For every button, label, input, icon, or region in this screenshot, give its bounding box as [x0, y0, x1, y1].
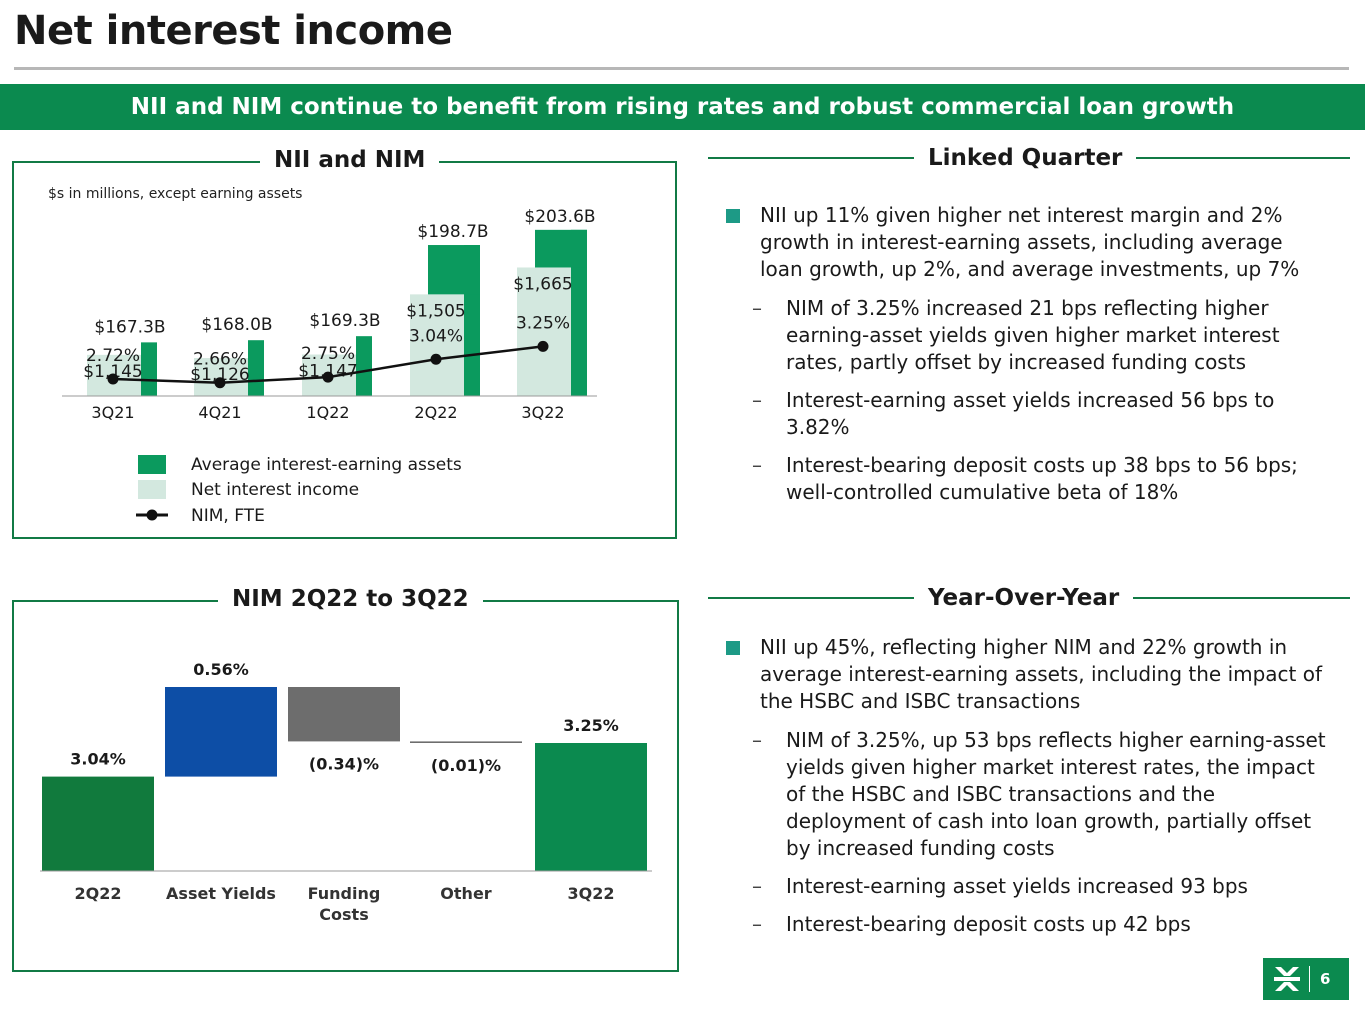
linked-sub-1: NIM of 3.25% increased 21 bps reflecting… — [786, 296, 1280, 374]
yoy-sub-3: Interest-bearing deposit costs up 42 bps — [786, 912, 1191, 936]
headline-banner: NII and NIM continue to benefit from ris… — [0, 84, 1365, 130]
dash-icon: – — [752, 874, 762, 898]
company-logo: 6 — [1263, 958, 1349, 1000]
yoy-header: Year-Over-Year — [708, 585, 1350, 611]
bullet-square-icon — [726, 641, 740, 655]
nim-waterfall-title: NIM 2Q22 to 3Q22 — [218, 586, 483, 612]
page-number: 6 — [1320, 970, 1331, 988]
yoy-main-text: NII up 45%, reflecting higher NIM and 22… — [760, 635, 1323, 713]
yoy-title: Year-Over-Year — [928, 585, 1120, 611]
dash-icon: – — [752, 296, 762, 320]
dash-icon: – — [752, 388, 762, 412]
linked-quarter-header: Linked Quarter — [708, 145, 1350, 171]
linked-quarter-title: Linked Quarter — [928, 145, 1123, 171]
nii-nim-chart-title: NII and NIM — [260, 147, 440, 173]
title-divider — [14, 67, 1349, 70]
nim-waterfall-box — [12, 600, 679, 972]
dash-icon: – — [752, 912, 762, 936]
linked-sub-2: Interest-earning asset yields increased … — [786, 388, 1275, 439]
linked-quarter-bullets: NII up 11% given higher net interest mar… — [726, 202, 1326, 517]
yoy-sub-2: Interest-earning asset yields increased … — [786, 874, 1248, 898]
yoy-bullets: NII up 45%, reflecting higher NIM and 22… — [726, 634, 1326, 949]
page-title: Net interest income — [14, 8, 453, 54]
dash-icon: – — [752, 728, 762, 752]
dash-icon: – — [752, 453, 762, 477]
nii-nim-chart-box — [12, 161, 677, 539]
yoy-sub-1: NIM of 3.25%, up 53 bps reflects higher … — [786, 728, 1326, 860]
linked-main-text: NII up 11% given higher net interest mar… — [760, 203, 1300, 281]
logo-divider — [1309, 966, 1310, 992]
bank-logo-icon — [1274, 967, 1300, 991]
bullet-square-icon — [726, 209, 740, 223]
linked-sub-3: Interest-bearing deposit costs up 38 bps… — [786, 453, 1298, 504]
